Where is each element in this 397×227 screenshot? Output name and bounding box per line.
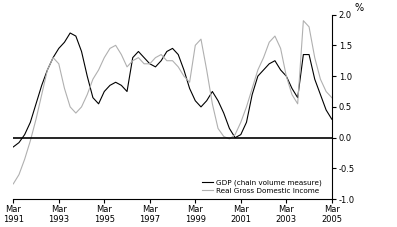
Real Gross Domestic Income	[22, 158, 27, 160]
Real Gross Domestic Income	[330, 96, 334, 99]
GDP (chain volume measure)	[153, 66, 158, 68]
Real Gross Domestic Income	[147, 62, 152, 65]
GDP (chain volume measure)	[22, 133, 27, 136]
GDP (chain volume measure)	[330, 118, 334, 121]
Real Gross Domestic Income	[11, 183, 15, 185]
GDP (chain volume measure)	[28, 121, 33, 124]
GDP (chain volume measure)	[239, 133, 243, 136]
GDP (chain volume measure)	[102, 90, 107, 93]
GDP (chain volume measure)	[68, 32, 73, 34]
GDP (chain volume measure)	[11, 146, 15, 148]
Real Gross Domestic Income	[28, 139, 33, 142]
GDP (chain volume measure)	[233, 136, 237, 139]
Legend: GDP (chain volume measure), Real Gross Domestic Income: GDP (chain volume measure), Real Gross D…	[202, 180, 322, 194]
Real Gross Domestic Income	[233, 133, 237, 136]
Line: GDP (chain volume measure): GDP (chain volume measure)	[13, 33, 332, 147]
Real Gross Domestic Income	[96, 69, 101, 71]
Text: %: %	[354, 3, 363, 13]
Real Gross Domestic Income	[227, 138, 232, 140]
Line: Real Gross Domestic Income: Real Gross Domestic Income	[13, 21, 332, 184]
Real Gross Domestic Income	[301, 19, 306, 22]
